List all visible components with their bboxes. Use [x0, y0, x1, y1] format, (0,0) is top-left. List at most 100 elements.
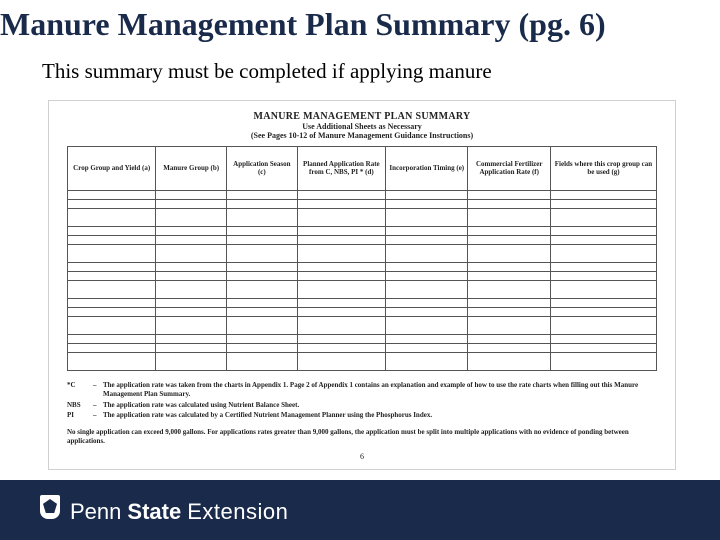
table-cell: [386, 245, 468, 263]
table-cell: [386, 299, 468, 308]
footnote-row: PI–The application rate was calculated b…: [67, 411, 657, 420]
page-title: Manure Management Plan Summary (pg. 6): [0, 0, 720, 47]
table-cell: [156, 281, 227, 299]
table-cell: [468, 191, 550, 200]
table-cell: [297, 353, 385, 371]
table-row: [68, 317, 657, 335]
table-cell: [550, 272, 656, 281]
footnote-dash: –: [93, 381, 103, 399]
table-cell: [227, 272, 298, 281]
table-cell: [468, 227, 550, 236]
table-cell: [156, 308, 227, 317]
table-cell: [468, 353, 550, 371]
table-cell: [156, 272, 227, 281]
table-cell: [550, 200, 656, 209]
table-cell: [68, 200, 156, 209]
table-cell: [550, 308, 656, 317]
table-row: [68, 263, 657, 272]
table-cell: [227, 299, 298, 308]
table-cell: [68, 335, 156, 344]
footnote-row: *C–The application rate was taken from t…: [67, 381, 657, 399]
table-cell: [550, 245, 656, 263]
table-cell: [386, 191, 468, 200]
brand-penn: Penn: [70, 499, 121, 525]
table-cell: [468, 344, 550, 353]
table-cell: [68, 317, 156, 335]
table-cell: [297, 263, 385, 272]
doc-heading: MANURE MANAGEMENT PLAN SUMMARY: [67, 111, 657, 122]
table-cell: [297, 191, 385, 200]
table-cell: [468, 308, 550, 317]
table-row: [68, 227, 657, 236]
shield-icon: [40, 495, 60, 519]
table-cell: [68, 353, 156, 371]
table-row: [68, 353, 657, 371]
table-cell: [468, 335, 550, 344]
table-cell: [297, 335, 385, 344]
table-header-cell: Application Season (c): [227, 147, 298, 191]
footnote-key: NBS: [67, 401, 93, 410]
table-cell: [386, 272, 468, 281]
table-cell: [468, 299, 550, 308]
table-cell: [68, 227, 156, 236]
table-cell: [297, 227, 385, 236]
table-cell: [468, 209, 550, 227]
table-cell: [68, 236, 156, 245]
table-cell: [68, 272, 156, 281]
table-cell: [297, 272, 385, 281]
footnote-text: The application rate was calculated by a…: [103, 411, 657, 420]
table-row: [68, 209, 657, 227]
table-cell: [227, 344, 298, 353]
table-cell: [156, 353, 227, 371]
table-header-cell: Commercial Fertilizer Application Rate (…: [468, 147, 550, 191]
table-cell: [227, 335, 298, 344]
summary-table: Crop Group and Yield (a)Manure Group (b)…: [67, 146, 657, 371]
table-cell: [156, 245, 227, 263]
table-cell: [68, 209, 156, 227]
table-cell: [227, 308, 298, 317]
footnotes: *C–The application rate was taken from t…: [67, 381, 657, 446]
table-cell: [297, 308, 385, 317]
doc-page-number: 6: [67, 452, 657, 461]
table-cell: [297, 209, 385, 227]
table-cell: [468, 317, 550, 335]
table-row: [68, 308, 657, 317]
table-row: [68, 191, 657, 200]
table-cell: [156, 317, 227, 335]
table-cell: [550, 263, 656, 272]
table-cell: [68, 299, 156, 308]
table-header-cell: Planned Application Rate from C, NBS, PI…: [297, 147, 385, 191]
table-cell: [386, 236, 468, 245]
table-cell: [227, 353, 298, 371]
table-cell: [227, 236, 298, 245]
table-header-cell: Crop Group and Yield (a): [68, 147, 156, 191]
table-header-cell: Manure Group (b): [156, 147, 227, 191]
table-cell: [386, 263, 468, 272]
doc-subheading-1: Use Additional Sheets as Necessary: [67, 122, 657, 131]
brand-logo: Penn State Extension: [40, 495, 288, 525]
table-cell: [68, 344, 156, 353]
table-cell: [297, 281, 385, 299]
footnote-dash: –: [93, 401, 103, 410]
table-cell: [386, 308, 468, 317]
slide: Manure Management Plan Summary (pg. 6) T…: [0, 0, 720, 540]
table-cell: [227, 245, 298, 263]
table-cell: [550, 335, 656, 344]
table-cell: [468, 281, 550, 299]
table-cell: [550, 317, 656, 335]
table-cell: [468, 245, 550, 263]
table-cell: [227, 191, 298, 200]
table-cell: [227, 200, 298, 209]
table-cell: [227, 317, 298, 335]
table-cell: [468, 236, 550, 245]
table-cell: [68, 263, 156, 272]
table-row: [68, 200, 657, 209]
table-cell: [386, 227, 468, 236]
table-cell: [550, 353, 656, 371]
table-cell: [227, 227, 298, 236]
footnote-key: PI: [67, 411, 93, 420]
table-cell: [227, 263, 298, 272]
table-cell: [386, 317, 468, 335]
footer-note: No single application can exceed 9,000 g…: [67, 428, 657, 446]
table-cell: [156, 335, 227, 344]
